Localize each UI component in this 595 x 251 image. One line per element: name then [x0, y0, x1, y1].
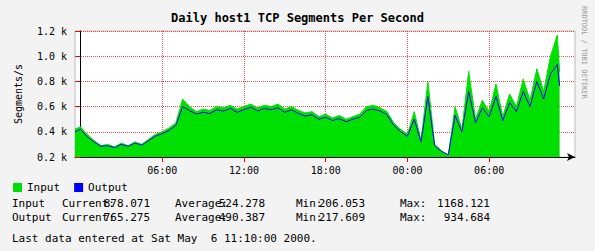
svg-text:0.2 k: 0.2 k — [37, 152, 67, 163]
svg-text:Daily host1 TCP Segments Per S: Daily host1 TCP Segments Per Second — [171, 11, 424, 25]
svg-text:878.071: 878.071 — [104, 197, 150, 210]
svg-text:1.0 k: 1.0 k — [37, 51, 67, 62]
svg-text:934.684: 934.684 — [444, 211, 491, 224]
svg-text:Output: Output — [12, 211, 52, 224]
svg-text:1168.121: 1168.121 — [437, 197, 490, 210]
svg-text:Input: Input — [27, 181, 60, 194]
svg-text:00:00: 00:00 — [392, 165, 422, 176]
svg-text:524.278: 524.278 — [219, 197, 265, 210]
svg-text:0.8 k: 0.8 k — [37, 76, 67, 87]
svg-text:Input: Input — [12, 197, 45, 210]
svg-text:765.275: 765.275 — [104, 211, 150, 224]
svg-text:490.387: 490.387 — [219, 211, 265, 224]
svg-text:Max:: Max: — [400, 197, 427, 210]
svg-text:06:00: 06:00 — [147, 165, 177, 176]
svg-text:0.6 k: 0.6 k — [37, 101, 67, 112]
svg-text:Average:: Average: — [175, 197, 228, 210]
svg-text:18:00: 18:00 — [311, 165, 341, 176]
svg-text:Output: Output — [88, 181, 128, 194]
svg-text:1.2 k: 1.2 k — [37, 26, 67, 37]
svg-text:206.053: 206.053 — [319, 197, 365, 210]
svg-text:06:00: 06:00 — [474, 165, 504, 176]
svg-text:Min:: Min: — [296, 197, 323, 210]
svg-text:Current:: Current: — [62, 197, 115, 210]
svg-text:Segments/s: Segments/s — [13, 64, 24, 124]
svg-text:Average:: Average: — [175, 211, 228, 224]
svg-text:Current:: Current: — [62, 211, 115, 224]
svg-text:Min:: Min: — [296, 211, 323, 224]
svg-text:Max:: Max: — [400, 211, 427, 224]
svg-text:0.4 k: 0.4 k — [37, 126, 67, 137]
svg-text:Last data entered at Sat May: Last data entered at Sat May 6 11:10:00 … — [12, 232, 317, 245]
svg-text:217.609: 217.609 — [319, 211, 365, 224]
svg-text:12:00: 12:00 — [229, 165, 259, 176]
svg-text:RRDTOOL / TOBI OETIKER: RRDTOOL / TOBI OETIKER — [580, 6, 588, 100]
